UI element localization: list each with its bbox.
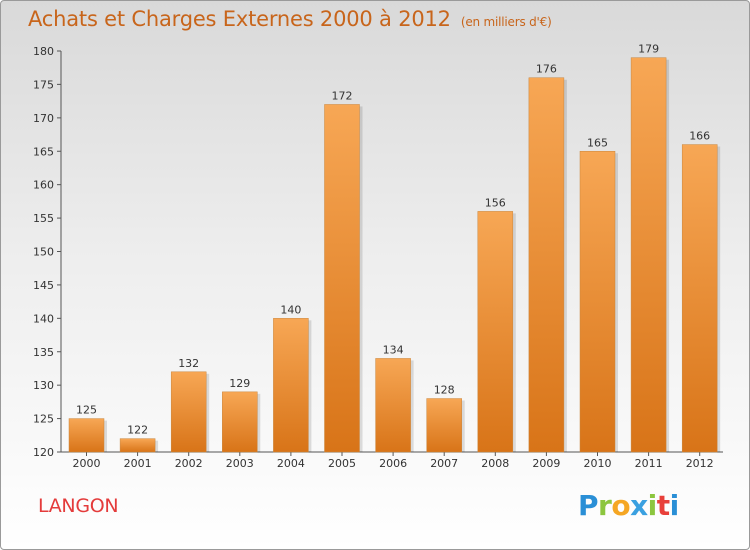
logo-letter: i: [669, 489, 680, 522]
chart-title: Achats et Charges Externes 2000 à 2012 (e…: [28, 7, 552, 31]
bar-2007: [426, 398, 462, 453]
location-label: LANGON: [38, 495, 119, 517]
chart-axes: 120 125 130 135 140 145 150 155 160 165 170 175 180 2…: [33, 45, 723, 470]
value-label-2011: 179: [638, 43, 659, 56]
value-label-2003: 129: [229, 377, 250, 390]
x-tick-label-2002: 2002: [175, 457, 203, 470]
x-tick-label-2005: 2005: [328, 457, 356, 470]
logo-letter: t: [656, 489, 670, 522]
value-label-2007: 128: [434, 384, 455, 397]
bar-2012: [681, 144, 718, 453]
x-tick-label-2001: 2001: [124, 457, 152, 470]
x-tick-label-2003: 2003: [226, 457, 254, 470]
value-label-2006: 134: [383, 343, 404, 356]
value-label-2012: 166: [689, 130, 710, 143]
y-tick-label: 150: [33, 246, 54, 259]
x-tick-label-2004: 2004: [277, 457, 305, 470]
bar-2005: [324, 104, 360, 453]
y-tick-label: 140: [33, 312, 54, 325]
x-tick-label-2010: 2010: [584, 457, 612, 470]
value-label-2002: 132: [178, 357, 199, 370]
logo-letter: o: [611, 489, 631, 522]
y-tick-label: 165: [33, 145, 54, 158]
y-tick-label: 120: [33, 446, 54, 459]
value-label-2008: 156: [485, 196, 506, 209]
value-label-2000: 125: [76, 404, 97, 417]
y-tick-label: 180: [33, 45, 54, 58]
bar-2006: [375, 358, 411, 453]
chart-bars: 125 122 132 129 140 172 134 128 156 176 165 179 166: [68, 43, 721, 453]
x-tick-label-2006: 2006: [379, 457, 407, 470]
bar-2008: [477, 211, 514, 453]
bar-2000: [68, 418, 105, 453]
y-tick-label: 130: [33, 379, 54, 392]
bar-2003: [222, 391, 258, 453]
logo-letter: P: [578, 489, 599, 522]
x-tick-label-2012: 2012: [686, 457, 714, 470]
x-tick-label-2008: 2008: [481, 457, 509, 470]
value-label-2010: 165: [587, 136, 608, 149]
value-label-2004: 140: [280, 303, 301, 316]
title-text: Achats et Charges Externes 2000 à 2012: [28, 7, 451, 31]
value-label-2001: 122: [127, 424, 148, 437]
y-tick-label: 160: [33, 179, 54, 192]
logo-letter: x: [630, 489, 648, 522]
y-tick-label: 145: [33, 279, 54, 292]
y-tick-label: 135: [33, 346, 54, 359]
proxiti-logo: Proxiti: [578, 489, 679, 522]
y-tick-label: 175: [33, 78, 54, 91]
bar-2002: [170, 371, 207, 453]
logo-letter: i: [647, 489, 658, 522]
x-tick-label-2009: 2009: [532, 457, 560, 470]
y-tick-label: 170: [33, 112, 54, 125]
chart-subtitle: (en milliers d'€): [460, 15, 552, 29]
bar-2001: [119, 438, 156, 453]
value-label-2005: 172: [332, 89, 353, 102]
bar-2004: [273, 318, 309, 453]
y-tick-label: 125: [33, 413, 54, 426]
bar-2011: [630, 57, 667, 453]
x-tick-label-2000: 2000: [73, 457, 101, 470]
x-tick-label-2007: 2007: [430, 457, 458, 470]
x-tick-label-2011: 2011: [635, 457, 663, 470]
bar-2009: [528, 77, 565, 453]
y-tick-label: 155: [33, 212, 54, 225]
value-label-2009: 176: [536, 63, 557, 76]
logo-letter: r: [598, 489, 612, 522]
bar-2010: [579, 151, 616, 453]
